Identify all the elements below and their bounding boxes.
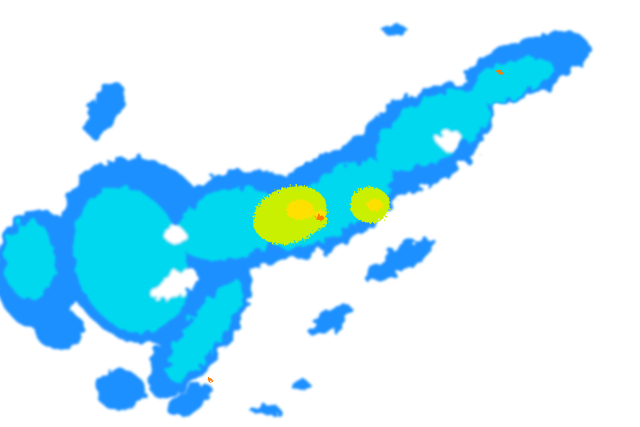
extreme-echo — [208, 378, 212, 382]
moderate-echo — [167, 279, 243, 381]
echo-gap — [282, 145, 318, 165]
moderate-echo — [5, 220, 55, 300]
light-echo — [290, 380, 310, 390]
echo-gap — [438, 130, 462, 150]
light-echo — [167, 383, 213, 417]
echo-gap — [152, 269, 198, 301]
light-echo — [307, 304, 353, 336]
light-echo — [35, 310, 85, 350]
moderate-echo — [467, 57, 553, 103]
echo-gap — [165, 227, 185, 243]
light-echo — [383, 24, 407, 36]
light-echo — [364, 237, 436, 283]
intense-echo — [286, 200, 314, 220]
light-echo — [85, 82, 125, 138]
moderate-echo — [176, 188, 284, 262]
moderate-echo — [450, 95, 490, 135]
heavy-echo-layer — [208, 70, 503, 382]
light-echo — [95, 370, 145, 410]
extreme-echo — [497, 70, 503, 74]
moderate-echo-layer — [5, 57, 553, 381]
intense-echo — [367, 199, 383, 211]
extreme-echo — [316, 215, 324, 221]
light-echo — [250, 404, 280, 416]
